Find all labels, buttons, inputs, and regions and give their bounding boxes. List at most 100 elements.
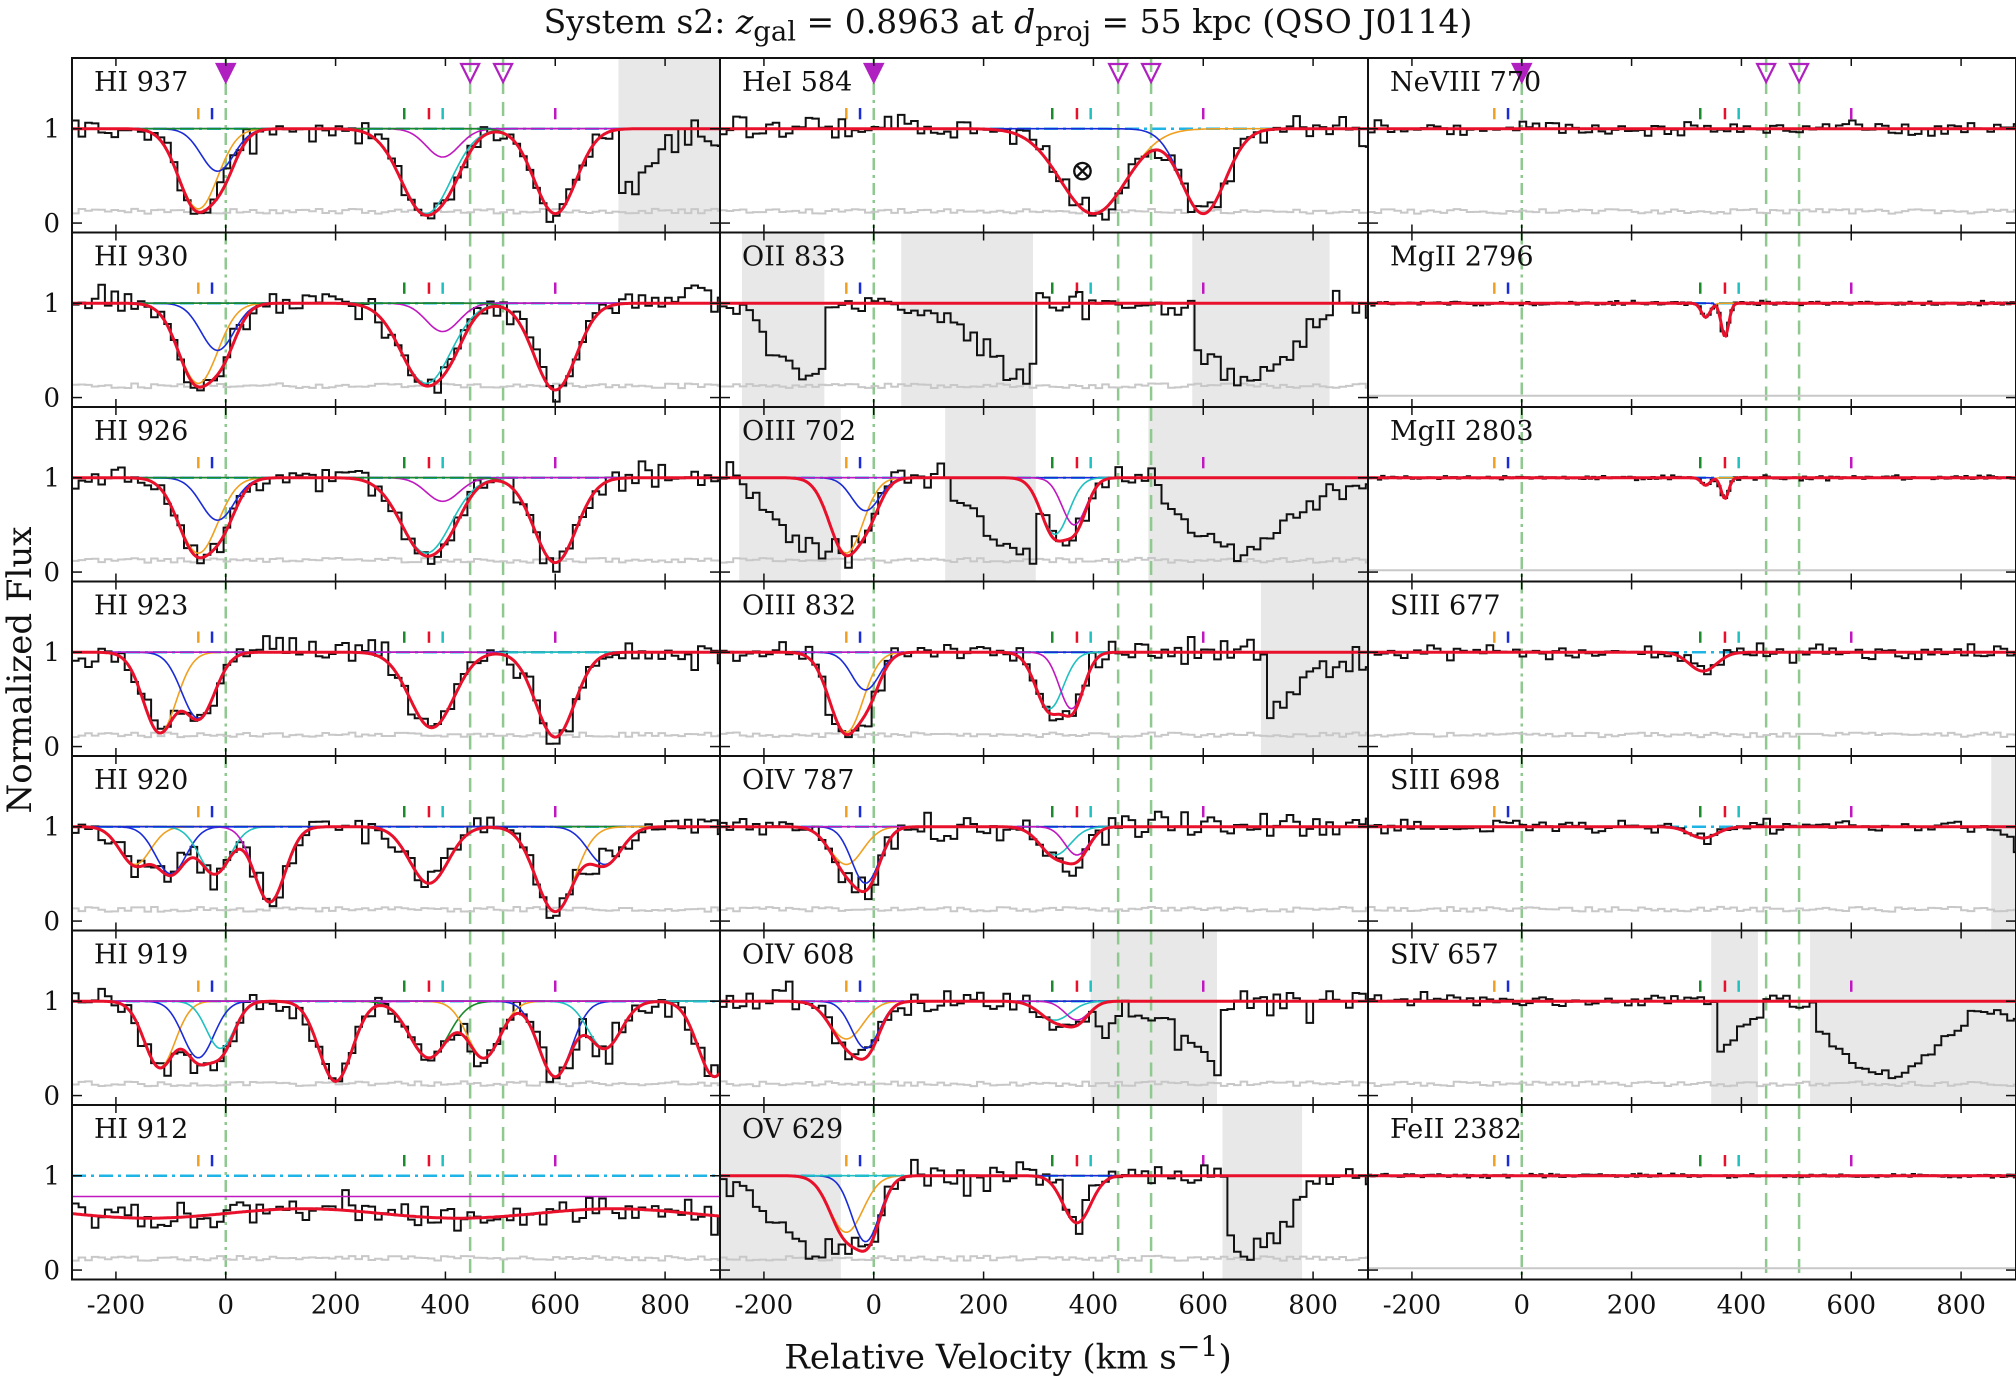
x-tick-label: -200 — [87, 1291, 145, 1321]
component-profile — [720, 825, 1368, 866]
title-prefix: System s2: — [543, 2, 736, 41]
masked-region — [1222, 1105, 1303, 1280]
title-d: d — [1014, 2, 1036, 41]
masked-region — [739, 407, 841, 582]
galaxy-marker — [214, 62, 237, 85]
panel-hi-926: 0 1 HI 926 — [43, 406, 721, 588]
panel-mgii-2803: MgII 2803 — [1367, 406, 2016, 583]
model-fit — [720, 476, 1368, 558]
panel-hi-912: 0 1 HI 912 -200 0 200 400 600 800 — [43, 1104, 721, 1321]
model-fit — [720, 825, 1368, 894]
model-fit — [71, 1207, 720, 1220]
title-mid: = 0.8963 at — [796, 2, 1015, 41]
panel-label: HI 923 — [94, 591, 188, 622]
y-tick-label: 1 — [43, 464, 60, 494]
model-fit — [72, 127, 720, 217]
x-tick-label: 800 — [1288, 1291, 1338, 1321]
model-fit — [1368, 825, 2016, 840]
error-spectrum — [720, 731, 1368, 739]
component-profile — [72, 825, 720, 875]
component-profile — [720, 127, 1368, 215]
y-tick-label: 0 — [43, 1082, 60, 1112]
error-spectrum — [72, 1255, 720, 1262]
title-d-sub: proj — [1035, 15, 1092, 48]
galaxy-marker — [1140, 62, 1162, 85]
component-profile — [72, 476, 720, 503]
panel-hi-923: 0 1 HI 923 — [43, 580, 721, 763]
x-tick-label: -200 — [735, 1291, 793, 1321]
panel-label: OIV 608 — [742, 940, 854, 971]
y-tick-label: 1 — [43, 813, 60, 843]
x-axis-label-main: Relative Velocity (km s — [784, 1337, 1177, 1378]
flux-spectrum — [720, 289, 1368, 387]
galaxy-marker — [459, 62, 481, 85]
flux-spectrum — [1368, 991, 2016, 1080]
panel-oii-833: OII 833 — [719, 231, 1369, 408]
error-spectrum — [72, 382, 720, 390]
model-fit — [720, 127, 1368, 216]
panel-frame — [1367, 1104, 2016, 1281]
component-profile — [1368, 302, 2016, 319]
panel-siii-698: SIII 698 — [1367, 755, 2016, 932]
figure-title: System s2: zgal = 0.8963 at dproj = 55 k… — [0, 2, 2016, 48]
panel-label: FeII 2382 — [1390, 1114, 1522, 1145]
panel-label: OV 629 — [742, 1114, 843, 1145]
flux-spectrum — [720, 980, 1368, 1077]
component-profile — [72, 302, 720, 391]
panel-label: HI 919 — [94, 940, 188, 971]
panel-label: SIII 677 — [1390, 591, 1501, 622]
x-axis-label-end: ) — [1218, 1337, 1232, 1378]
model-fit — [1368, 476, 2016, 501]
panel-label: HI 920 — [94, 765, 188, 796]
x-tick-label: 0 — [865, 1291, 882, 1321]
flux-spectrum — [72, 816, 720, 919]
panel-oiii-832: OIII 832 — [719, 580, 1369, 757]
panel-label: SIV 657 — [1390, 940, 1499, 971]
panel-label: MgII 2803 — [1390, 416, 1534, 447]
panel-label: HI 926 — [94, 416, 188, 447]
model-fit — [72, 999, 721, 1083]
error-spectrum — [1368, 905, 2016, 913]
component-profile — [72, 651, 720, 729]
error-spectrum — [1368, 731, 2016, 739]
masked-region — [1810, 930, 2016, 1105]
panel-oiv-608: OIV 608 — [719, 929, 1369, 1106]
component-profile — [72, 825, 720, 875]
x-axis-label: Relative Velocity (km s−1) — [0, 1330, 2016, 1377]
model-fit — [720, 650, 1368, 737]
masked-region — [1711, 930, 1758, 1105]
panel-label: NeVIII 770 — [1390, 67, 1541, 98]
component-profile — [72, 1000, 721, 1078]
x-tick-label: 400 — [1717, 1291, 1767, 1321]
x-axis-label-sup: −1 — [1176, 1330, 1219, 1363]
title-z-sub: gal — [753, 15, 797, 48]
y-tick-label: 1 — [43, 1162, 60, 1192]
panel-label: OIII 832 — [742, 591, 856, 622]
panel-oiv-787: OIV 787 — [719, 755, 1369, 932]
model-fit — [720, 1174, 1368, 1253]
masked-region — [1148, 407, 1368, 582]
x-tick-label: 400 — [1069, 1291, 1119, 1321]
panel-feii-2382: FeII 2382 -200 0 200 400 600 800 — [1367, 1104, 2016, 1321]
title-z: z — [735, 2, 754, 41]
x-tick-label: 600 — [530, 1291, 580, 1321]
panel-label: HI 937 — [94, 67, 188, 98]
y-tick-label: 0 — [43, 384, 60, 414]
masked-region — [901, 232, 1034, 407]
component-profile — [720, 127, 1368, 215]
panel-label: SIII 698 — [1390, 765, 1501, 796]
galaxy-marker — [492, 62, 514, 85]
component-profile — [720, 1000, 1368, 1040]
panel-hi-920: 0 1 HI 920 — [43, 755, 721, 937]
model-fit — [72, 650, 720, 739]
flux-spectrum — [720, 461, 1368, 569]
panel-hi-919: 0 1 HI 919 — [43, 929, 721, 1112]
panel-label: MgII 2796 — [1390, 242, 1534, 273]
flux-spectrum — [72, 460, 720, 573]
masked-region — [618, 58, 720, 233]
error-spectrum — [720, 1080, 1368, 1088]
masked-region — [945, 407, 1036, 582]
panel-label: HeI 584 — [742, 67, 852, 98]
panel-siv-657: SIV 657 — [1367, 929, 2016, 1106]
flux-spectrum — [720, 113, 1368, 221]
